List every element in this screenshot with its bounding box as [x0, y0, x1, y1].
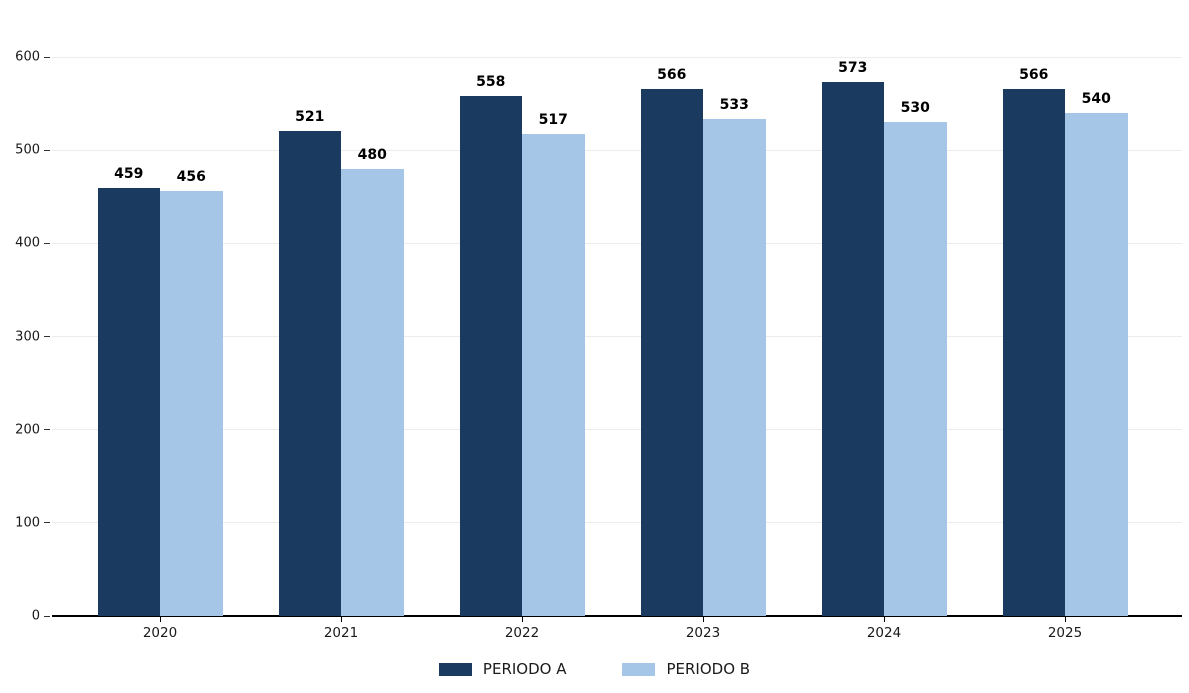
bar-value-label-periodo-a-2022: 558 — [476, 74, 506, 91]
bar-value-label-periodo-b-2023: 533 — [719, 97, 749, 114]
bar-periodo-b-2025 — [1065, 112, 1128, 616]
legend-label-periodo-a: PERIODO A — [482, 659, 567, 678]
x-axis-tick-label-2025: 2025 — [1047, 625, 1083, 641]
bar-periodo-a-2025 — [1002, 88, 1065, 616]
bar-periodo-a-2023 — [640, 88, 703, 616]
x-axis-tick-mark — [703, 617, 704, 622]
x-axis-tick-label-2020: 2020 — [142, 625, 178, 641]
y-axis-tick-label: 300 — [15, 329, 40, 344]
x-axis-tick-mark — [884, 617, 885, 622]
y-axis-tick-mark — [44, 56, 50, 58]
x-axis-tick-label-2023: 2023 — [685, 625, 721, 641]
bar-value-label-periodo-a-2020: 459 — [114, 166, 144, 183]
bar-value-label-periodo-b-2025: 540 — [1081, 90, 1111, 107]
gridline-y-200 — [52, 429, 1182, 431]
y-axis-tick-mark — [44, 615, 50, 617]
legend: PERIODO A PERIODO B — [0, 658, 1189, 680]
gridline-y-500 — [52, 149, 1182, 151]
x-axis-tick-mark — [522, 617, 523, 622]
bar-periodo-b-2024 — [884, 122, 947, 616]
bar-periodo-b-2021 — [341, 168, 404, 616]
bar-periodo-b-2023 — [703, 119, 766, 616]
gridline-y-300 — [52, 336, 1182, 337]
y-axis-tick-label: 200 — [15, 422, 40, 438]
bar-value-label-periodo-a-2024: 573 — [838, 60, 868, 77]
y-axis-tick-label: 600 — [15, 49, 40, 65]
bar-value-label-periodo-a-2021: 521 — [295, 108, 325, 125]
x-axis-tick-mark — [341, 617, 342, 622]
bar-periodo-a-2021 — [278, 130, 341, 616]
x-axis-tick-label-2021: 2021 — [323, 625, 359, 641]
x-axis-line — [52, 615, 1182, 617]
bar-periodo-b-2022 — [522, 134, 585, 616]
gridline-y-100 — [52, 522, 1182, 524]
legend-item-periodo-b: PERIODO B — [622, 659, 751, 678]
legend-label-periodo-b: PERIODO B — [666, 659, 751, 678]
x-axis-tick-label-2024: 2024 — [866, 625, 902, 641]
legend-swatch-periodo-a — [438, 662, 472, 676]
legend-item-periodo-a: PERIODO A — [438, 659, 567, 678]
y-axis-tick-mark — [44, 522, 50, 524]
y-axis-tick-label: 500 — [15, 142, 40, 158]
y-axis-tick-mark — [44, 242, 50, 244]
y-axis-tick-mark — [44, 336, 50, 337]
bar-value-label-periodo-a-2023: 566 — [657, 66, 687, 83]
y-axis-tick-mark — [44, 429, 50, 431]
bar-value-label-periodo-b-2022: 517 — [538, 112, 568, 129]
bar-periodo-a-2020 — [97, 188, 160, 616]
bar-value-label-periodo-a-2025: 566 — [1019, 66, 1049, 83]
gridline-y-600 — [52, 56, 1182, 58]
legend-swatch-periodo-b — [622, 662, 656, 676]
x-axis-tick-mark — [160, 617, 161, 622]
bar-periodo-a-2024 — [821, 82, 884, 616]
x-axis-tick-mark — [1065, 617, 1066, 622]
y-axis-tick-label: 0 — [31, 608, 40, 624]
bar-periodo-a-2022 — [459, 96, 522, 616]
bar-periodo-b-2020 — [160, 191, 223, 616]
y-axis-tick-label: 100 — [15, 515, 40, 531]
x-axis-tick-label-2022: 2022 — [504, 625, 540, 641]
bar-value-label-periodo-b-2021: 480 — [357, 146, 387, 163]
y-axis-tick-label: 400 — [15, 235, 40, 251]
gridline-y-400 — [52, 242, 1182, 244]
bar-value-label-periodo-b-2024: 530 — [900, 100, 930, 117]
y-axis-tick-mark — [44, 149, 50, 151]
bar-value-label-periodo-b-2020: 456 — [176, 169, 206, 186]
